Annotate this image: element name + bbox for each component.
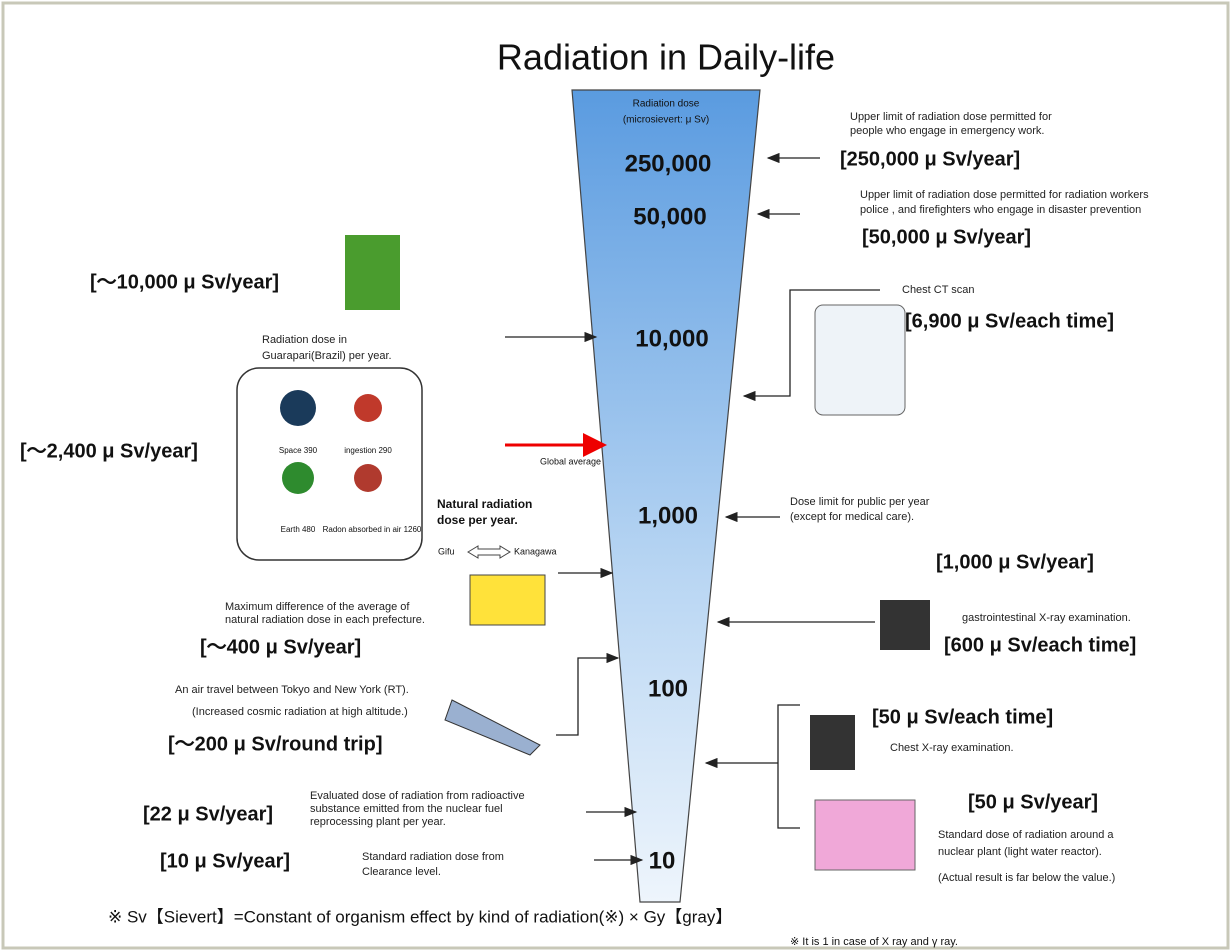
radon-icon bbox=[354, 464, 382, 492]
value: [～10,000 μ Sv/year] bbox=[90, 271, 279, 293]
desc: Dose limit for public per year bbox=[790, 496, 930, 508]
scale-mark: 100 bbox=[648, 675, 688, 702]
desc: natural radiation dose in each prefectur… bbox=[225, 614, 425, 626]
scale-mark: 10,000 bbox=[635, 325, 708, 352]
desc: Chest CT scan bbox=[902, 284, 975, 296]
truck bbox=[470, 575, 545, 625]
source-label: Earth 480 bbox=[281, 525, 316, 534]
desc: Upper limit of radiation dose permitted … bbox=[850, 111, 1052, 123]
desc: police , and firefighters who engage in … bbox=[860, 204, 1141, 216]
brazil-flag bbox=[345, 235, 400, 310]
source-label: Radon absorbed in air 1260 bbox=[323, 525, 422, 534]
desc: Radiation dose in bbox=[262, 334, 347, 346]
place: Kanagawa bbox=[514, 546, 557, 556]
ct-scanner bbox=[815, 305, 905, 415]
desc: Evaluated dose of radiation from radioac… bbox=[310, 790, 525, 802]
earth-icon bbox=[282, 462, 314, 494]
value: [22 μ Sv/year] bbox=[143, 803, 273, 825]
desc: Maximum difference of the average of bbox=[225, 601, 410, 613]
source-label: Space 390 bbox=[279, 446, 318, 455]
desc: reprocessing plant per year. bbox=[310, 816, 446, 828]
title: Radiation in Daily-life bbox=[497, 37, 835, 78]
desc: Upper limit of radiation dose permitted … bbox=[860, 189, 1149, 201]
desc: people who engage in emergency work. bbox=[850, 125, 1044, 137]
scale-mark: 10 bbox=[649, 847, 676, 874]
value: [50,000 μ Sv/year] bbox=[862, 226, 1031, 248]
value: [10 μ Sv/year] bbox=[160, 850, 290, 872]
value: [～400 μ Sv/year] bbox=[200, 636, 361, 658]
diagram: Radiation in Daily-life Radiation dose (… bbox=[0, 0, 1231, 951]
value: [50 μ Sv/year] bbox=[968, 791, 1098, 813]
nuclear-plant bbox=[815, 800, 915, 870]
desc: An air travel between Tokyo and New York… bbox=[175, 684, 409, 696]
scale-unit: (microsievert: μ Sv) bbox=[623, 115, 709, 126]
desc: nuclear plant (light water reactor). bbox=[938, 846, 1102, 858]
place: Gifu bbox=[438, 546, 455, 556]
desc: (Increased cosmic radiation at high alti… bbox=[192, 706, 408, 718]
space-icon bbox=[280, 390, 316, 426]
scale-mark: 50,000 bbox=[633, 203, 706, 230]
desc: Clearance level. bbox=[362, 866, 441, 878]
desc: Standard dose of radiation around a bbox=[938, 829, 1114, 841]
footer-formula: ※ Sv【Sievert】=Constant of organism effec… bbox=[108, 907, 732, 926]
desc: Standard radiation dose from bbox=[362, 851, 504, 863]
note: Global average bbox=[540, 456, 601, 466]
desc: Natural radiation bbox=[437, 497, 532, 511]
scale-heading: Radiation dose bbox=[633, 99, 700, 110]
scale-mark: 250,000 bbox=[625, 150, 712, 177]
value: [～200 μ Sv/round trip] bbox=[168, 733, 382, 755]
xray-plate bbox=[810, 715, 855, 770]
desc: Chest X-ray examination. bbox=[890, 742, 1014, 754]
desc: (except for medical care). bbox=[790, 511, 914, 523]
value: [6,900 μ Sv/each time] bbox=[905, 310, 1114, 332]
desc: (Actual result is far below the value.) bbox=[938, 872, 1115, 884]
desc: substance emitted from the nuclear fuel bbox=[310, 803, 503, 815]
ingestion-icon bbox=[354, 394, 382, 422]
source-label: ingestion 290 bbox=[344, 446, 392, 455]
value: [50 μ Sv/each time] bbox=[872, 706, 1053, 728]
value: [600 μ Sv/each time] bbox=[944, 634, 1136, 656]
scale-mark: 1,000 bbox=[638, 502, 698, 529]
value: [～2,400 μ Sv/year] bbox=[20, 440, 198, 462]
xray-plate bbox=[880, 600, 930, 650]
desc: gastrointestinal X-ray examination. bbox=[962, 612, 1131, 624]
desc: dose per year. bbox=[437, 513, 518, 527]
desc: Guarapari(Brazil) per year. bbox=[262, 350, 392, 362]
value: [250,000 μ Sv/year] bbox=[840, 148, 1020, 170]
footer-note: ※ It is 1 in case of X ray and γ ray. bbox=[790, 936, 958, 948]
value: [1,000 μ Sv/year] bbox=[936, 551, 1094, 573]
